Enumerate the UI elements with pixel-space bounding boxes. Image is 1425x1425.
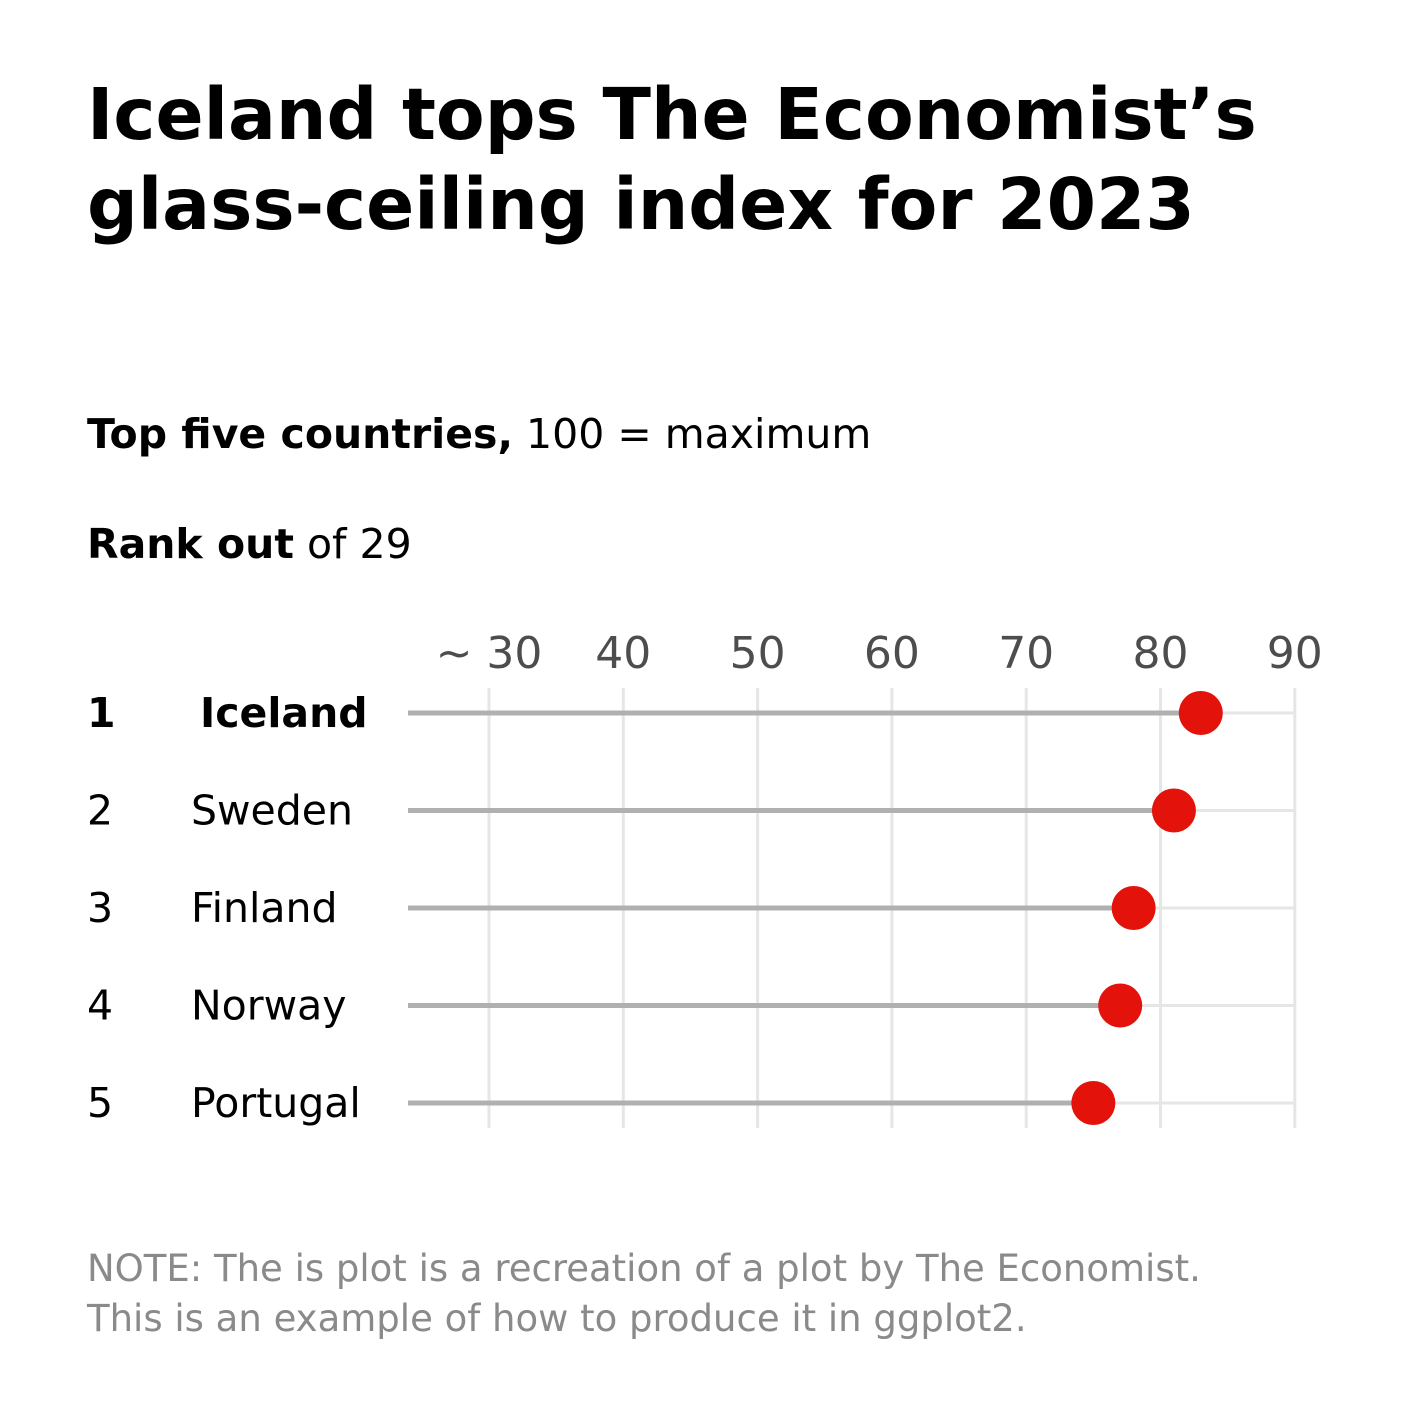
lollipop-point [1098,983,1143,1028]
country-label: Norway [191,982,347,1030]
footnote-line-1: NOTE: The is plot is a recreation of a p… [87,1247,1201,1290]
country-label: Finland [191,884,338,932]
rank-header-bold: Rank out [87,520,294,568]
country-label: Portugal [191,1079,361,1127]
x-tick-label: 40 [595,628,651,679]
x-tick-label: 70 [998,628,1054,679]
x-tick-label: ~ 30 [436,628,543,679]
x-tick-label: 80 [1133,628,1189,679]
rank-header-rest: of 29 [293,520,412,568]
chart-subtitle: Top five countries, 100 = maximum [87,408,871,460]
rank-label: 2 [87,787,113,835]
rank-label: 4 [87,982,113,1030]
x-tick-label: 60 [864,628,920,679]
lollipop-point [1071,1081,1116,1125]
x-tick-label: 90 [1267,628,1323,679]
rank-label: 1 [87,689,116,737]
subtitle-bold: Top five countries, [87,410,514,458]
chart-title: Iceland tops The Economist’s glass-ceili… [87,73,1257,246]
lollipop-point [1178,691,1223,735]
lollipop-point [1111,886,1156,930]
x-tick-label: 50 [730,628,786,679]
footnote-line-2: This is an example of how to produce it … [87,1297,1027,1340]
rank-label: 3 [87,884,113,932]
country-label: Iceland [200,689,368,737]
lollipop-point [1151,788,1196,833]
footnote: NOTE: The is plot is a recreation of a p… [87,1244,1201,1344]
subtitle-rest: 100 = maximum [513,410,872,458]
country-label: Sweden [191,787,353,835]
rank-header: Rank out of 29 [87,518,412,570]
rank-label: 5 [87,1079,113,1127]
